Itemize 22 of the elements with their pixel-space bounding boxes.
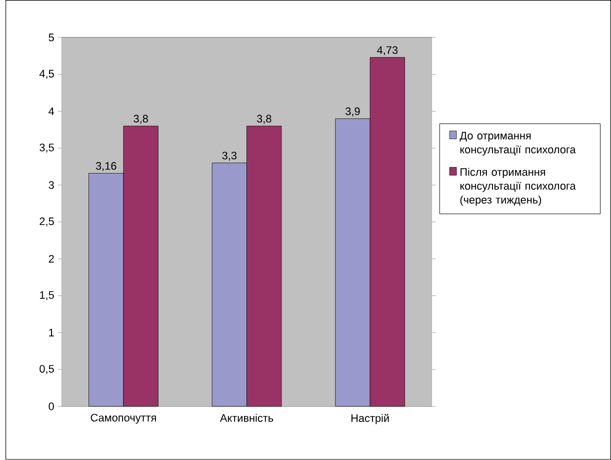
y-tick-label: 5 [48, 34, 54, 42]
y-tick-label: 1,5 [40, 291, 54, 300]
y-tick-label: 4 [48, 108, 54, 116]
data-label: 3,8 [256, 114, 272, 124]
data-label: 3,3 [222, 152, 237, 161]
x-tick-label: Самопочуття [90, 414, 156, 424]
data-label: 3,16 [96, 162, 116, 172]
legend-label: Після отримання консультації психолога (через тиждень) [460, 168, 576, 206]
y-tick-label: 3,5 [40, 144, 54, 153]
y-tick-label: 4,5 [39, 70, 54, 79]
y-tick-label: 3 [48, 181, 54, 190]
y-tick-label: 0 [48, 402, 54, 410]
y-tick-label: 2,5 [40, 218, 54, 227]
x-tick-label: Настрій [351, 414, 389, 424]
y-tick-label: 2 [48, 255, 54, 263]
data-label: 3,8 [134, 114, 148, 124]
legend-label: До отримання консультації психолога [460, 132, 576, 156]
y-tick-label: 1 [49, 328, 54, 336]
data-label: 3,9 [346, 108, 360, 117]
y-tick-label: 0,5 [40, 365, 54, 374]
x-tick-label: Активність [220, 414, 274, 422]
data-label: 4,73 [377, 46, 398, 56]
